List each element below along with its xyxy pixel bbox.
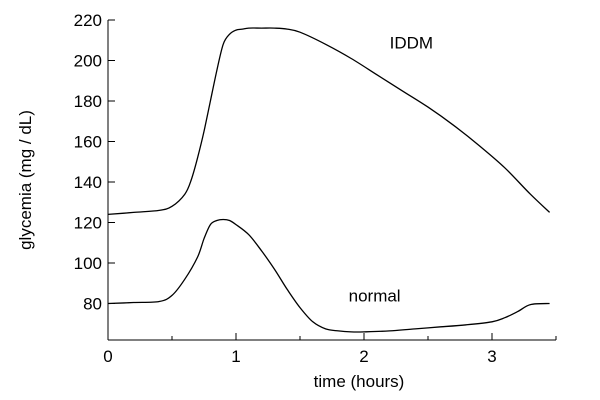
y-tick-label: 180 [74,92,102,111]
x-tick-label: 3 [487,347,496,366]
y-tick-label: 140 [74,173,102,192]
series-lines [107,27,551,333]
y-ticks: 80 100 120 140 160 180 200 220 [74,11,115,314]
y-tick-label: 220 [74,11,102,30]
y-axis-title: glycemia (mg / dL) [16,110,35,250]
annotation-label: normal [349,287,401,306]
x-ticks: 0 1 2 3 [103,333,557,366]
y-tick-label: 100 [74,254,102,273]
y-tick-label: 200 [74,52,102,71]
y-tick-label: 80 [83,295,102,314]
annotation-label: IDDM [390,33,433,52]
y-tick-label: 120 [74,214,102,233]
x-axis-title: time (hours) [314,372,405,391]
series-line-iddm [107,27,551,216]
series-line-normal [107,218,550,333]
x-tick-label: 2 [359,347,368,366]
annotations: IDDM normal [349,33,433,305]
y-tick-label: 160 [74,133,102,152]
x-tick-label: 1 [231,347,240,366]
x-tick-label: 0 [103,347,112,366]
plot-axes [107,20,556,341]
